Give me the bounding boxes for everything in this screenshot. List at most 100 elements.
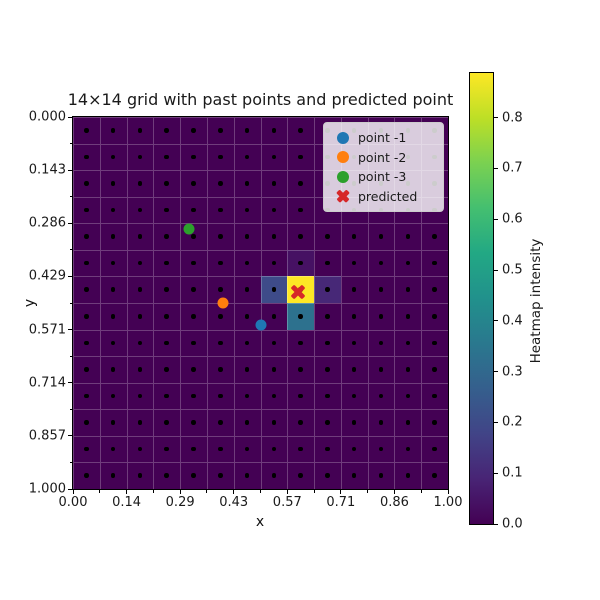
heatmap-cell: [206, 223, 234, 250]
cell-center-dot: [351, 287, 357, 292]
heatmap-cell: [314, 382, 341, 410]
heatmap-cell: [314, 249, 341, 277]
heatmap-cell: [206, 435, 234, 463]
heatmap-cell: [153, 223, 181, 250]
cell-center-dot: [405, 287, 411, 292]
colorbar-tick: [494, 167, 498, 169]
x-major-tick: [340, 490, 342, 494]
cell-center-dot: [432, 446, 437, 452]
colorbar: [469, 72, 494, 525]
heatmap-cell: [260, 223, 288, 250]
cell-center-dot: [325, 234, 330, 239]
heatmap-cell: [394, 435, 422, 463]
heatmap-cell: [73, 382, 100, 410]
cell-center-dot: [351, 260, 357, 266]
heatmap-cell: [126, 170, 154, 197]
cell-center-dot: [218, 420, 223, 425]
heatmap-cell: [421, 329, 448, 357]
cell-center-dot: [351, 367, 357, 372]
heatmap-cell: [233, 249, 261, 277]
heatmap-cell: [260, 382, 288, 410]
cell-center-dot: [84, 420, 89, 425]
legend-item-label: point -3: [358, 169, 407, 185]
heatmap-cell: [153, 356, 181, 383]
cell-center-dot: [218, 181, 223, 186]
heatmap-cell: [73, 170, 100, 197]
scatter-point: [217, 297, 229, 309]
heatmap-cell: [126, 276, 154, 303]
cell-center-dot: [271, 473, 277, 478]
heatmap-cell: [287, 302, 315, 330]
cell-center-dot: [191, 207, 196, 213]
heatmap-cell: [233, 223, 261, 250]
cell-center-dot: [164, 154, 169, 160]
cell-center-dot: [110, 181, 116, 186]
cell-center-dot: [432, 367, 437, 372]
heatmap-cell: [394, 409, 422, 436]
heatmap-cell: [180, 249, 207, 277]
x-tick-label: 0.86: [379, 495, 409, 510]
heatmap-cell: [233, 276, 261, 303]
cell-center-dot: [218, 287, 223, 292]
cell-center-dot: [325, 446, 330, 452]
heatmap-cell: [287, 170, 315, 197]
legend-item: point -2: [328, 148, 437, 168]
heatmap-cell: [367, 409, 395, 436]
heatmap-cell: [340, 382, 368, 410]
x-axis-label: x: [255, 514, 265, 530]
y-tick-label: 0.714: [28, 375, 66, 391]
cell-center-dot: [164, 393, 169, 399]
heatmap-cell: [314, 356, 341, 383]
cell-center-dot: [325, 287, 330, 292]
cell-center-dot: [271, 393, 277, 399]
x-tick-label: 0.29: [165, 495, 195, 510]
y-minor-tick: [69, 461, 72, 463]
heatmap-cell: [99, 143, 127, 171]
heatmap-cell: [180, 409, 207, 436]
colorbar-label: Heatmap intensity: [528, 238, 544, 364]
cell-center-dot: [244, 420, 250, 425]
cell-center-dot: [84, 207, 89, 213]
heatmap-cell: [287, 223, 315, 250]
cell-center-dot: [405, 314, 411, 319]
cell-center-dot: [378, 420, 384, 425]
heatmap-cell: [73, 196, 100, 224]
heatmap-cell: [180, 117, 207, 144]
colorbar-tick: [494, 218, 498, 220]
colorbar-tick-label: 0.0: [502, 516, 523, 532]
cell-center-dot: [271, 260, 277, 266]
heatmap-cell: [99, 382, 127, 410]
cell-center-dot: [164, 207, 169, 213]
heatmap-cell: [233, 462, 261, 489]
cell-center-dot: [137, 260, 143, 266]
heatmap-cell: [206, 143, 234, 171]
cell-center-dot: [351, 393, 357, 399]
cell-center-dot: [191, 154, 196, 160]
heatmap-cell: [99, 409, 127, 436]
cell-center-dot: [405, 234, 411, 239]
cell-center-dot: [218, 367, 223, 372]
cell-center-dot: [378, 287, 384, 292]
heatmap-cell: [153, 462, 181, 489]
cell-center-dot: [84, 367, 89, 372]
heatmap-cell: [260, 143, 288, 171]
heatmap-cell: [233, 356, 261, 383]
cell-center-dot: [271, 287, 277, 292]
heatmap-cell: [206, 382, 234, 410]
heatmap-cell: [394, 249, 422, 277]
cell-center-dot: [325, 340, 330, 346]
cell-center-dot: [271, 207, 277, 213]
legend-item: point -3: [328, 167, 437, 187]
heatmap-cell: [287, 356, 315, 383]
heatmap-cell: [180, 382, 207, 410]
cell-center-dot: [191, 446, 196, 452]
heatmap-cell: [180, 435, 207, 463]
heatmap-cell: [233, 170, 261, 197]
y-tick-label: 0.571: [28, 322, 66, 338]
y-major-tick: [68, 222, 72, 224]
cell-center-dot: [218, 128, 223, 133]
heatmap-cell: [394, 223, 422, 250]
heatmap-cell: [367, 462, 395, 489]
heatmap-cell: [287, 117, 315, 144]
colorbar-tick-label: 0.6: [502, 211, 523, 227]
